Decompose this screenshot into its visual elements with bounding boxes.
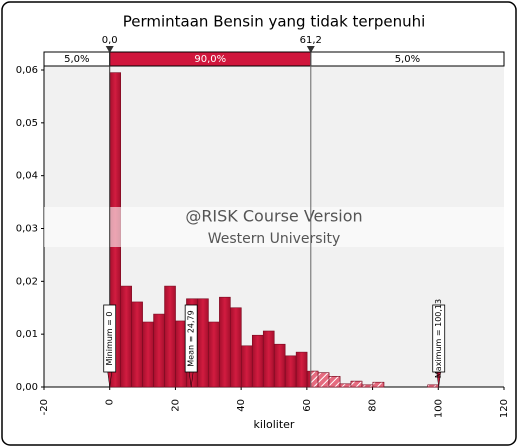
x-tick-label: 120	[499, 399, 510, 418]
x-tick-label: 0	[105, 399, 116, 405]
y-tick-label: 0,01	[16, 329, 38, 340]
marker-label: Minimum = 0	[105, 312, 114, 366]
marker-box	[103, 304, 117, 373]
chart-title: Permintaan Bensin yang tidak terpenuhi	[123, 13, 426, 31]
marker-label: Mean = 24,79	[187, 310, 196, 367]
x-tick-label: 20	[170, 399, 181, 412]
x-axis-label: kiloliter	[254, 418, 295, 431]
y-tick-label: 0,02	[16, 276, 38, 287]
x-tick-label: -20	[39, 399, 50, 415]
watermark: @RISK Course Version	[185, 207, 362, 226]
delimiter-handle	[306, 46, 315, 53]
bar-tail	[317, 372, 330, 388]
bar	[153, 313, 165, 388]
marker-box	[432, 304, 446, 373]
bar	[241, 345, 253, 388]
delimiter-handle	[105, 46, 114, 53]
marker-box	[184, 304, 198, 373]
y-tick-label: 0,04	[16, 171, 38, 182]
delimiter-label: 0,0	[102, 35, 118, 46]
bar	[142, 321, 154, 388]
y-tick-label: 0,05	[16, 118, 38, 129]
bar	[208, 321, 220, 388]
x-tick-label: 80	[368, 399, 379, 412]
bar	[230, 307, 242, 388]
bar-tail	[328, 376, 341, 388]
band-label: 5,0%	[64, 54, 89, 65]
y-tick-label: 0,06	[16, 65, 38, 76]
band-label: 5,0%	[395, 54, 420, 65]
bar	[219, 296, 231, 388]
bar-tail	[427, 384, 440, 388]
bar	[273, 343, 286, 388]
watermark: Western University	[208, 231, 341, 247]
bar	[164, 285, 176, 388]
bar	[262, 330, 275, 388]
band-label: 90,0%	[194, 54, 226, 65]
y-tick-label: 0,03	[16, 224, 38, 235]
bar-tail	[361, 384, 374, 388]
bar	[131, 301, 143, 388]
x-tick-label: 40	[236, 399, 247, 412]
bar	[197, 298, 209, 388]
watermark-band	[44, 207, 504, 247]
bar-tail	[339, 383, 352, 388]
x-tick-label: 60	[302, 399, 313, 412]
bar	[284, 355, 297, 388]
delimiter-label: 61,2	[300, 35, 322, 46]
bar	[295, 351, 308, 388]
marker-label: Maximum = 100,13	[434, 299, 443, 378]
bar-tail	[310, 370, 319, 388]
bar	[251, 334, 264, 388]
bar-tail	[350, 380, 363, 388]
bar-tail	[372, 381, 385, 388]
bar	[120, 285, 132, 388]
y-tick-label: 0,00	[16, 382, 38, 393]
x-tick-label: 100	[433, 399, 444, 418]
